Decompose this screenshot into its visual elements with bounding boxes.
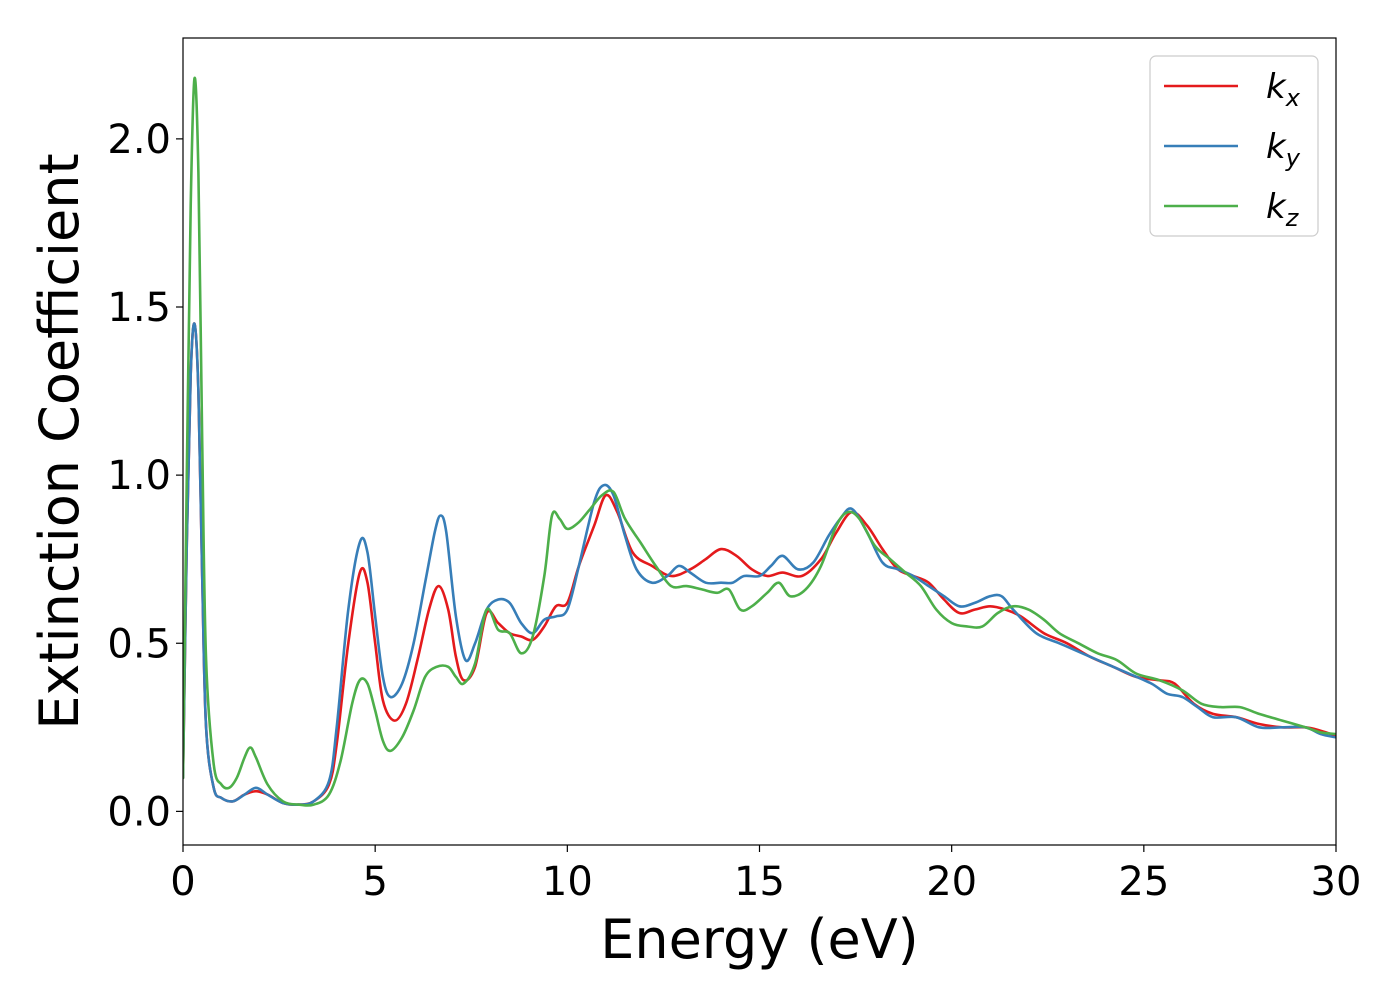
legend-label-ky: ky	[1266, 127, 1301, 172]
y-tick-label: 0.0	[107, 789, 171, 835]
x-axis-title: Energy (eV)	[600, 908, 919, 971]
series-layer	[183, 76, 1336, 807]
y-axis-ticks: 0.0 0.5 1.0 1.5 2.0	[107, 117, 183, 835]
y-tick-label: 1.5	[107, 285, 171, 331]
x-tick-label: 15	[734, 859, 785, 905]
y-tick-label: 0.5	[107, 621, 171, 667]
y-tick-label: 1.0	[107, 453, 171, 499]
series-line-kz	[183, 76, 1336, 807]
x-tick-label: 30	[1311, 859, 1362, 905]
y-tick-label: 2.0	[107, 117, 171, 163]
x-tick-label: 5	[362, 859, 387, 905]
x-tick-label: 0	[170, 859, 195, 905]
x-tick-label: 20	[926, 859, 977, 905]
legend-label-kz: kz	[1266, 187, 1300, 232]
y-axis-title: Extinction Coefficient	[28, 153, 91, 729]
x-tick-label: 25	[1118, 859, 1169, 905]
x-axis-ticks: 0 5 10 15 20 25 30	[170, 845, 1361, 905]
legend-label-kx: kx	[1266, 67, 1301, 112]
x-tick-label: 10	[542, 859, 593, 905]
series-line-ky	[183, 322, 1336, 807]
legend: kx ky kz	[1149, 55, 1319, 237]
